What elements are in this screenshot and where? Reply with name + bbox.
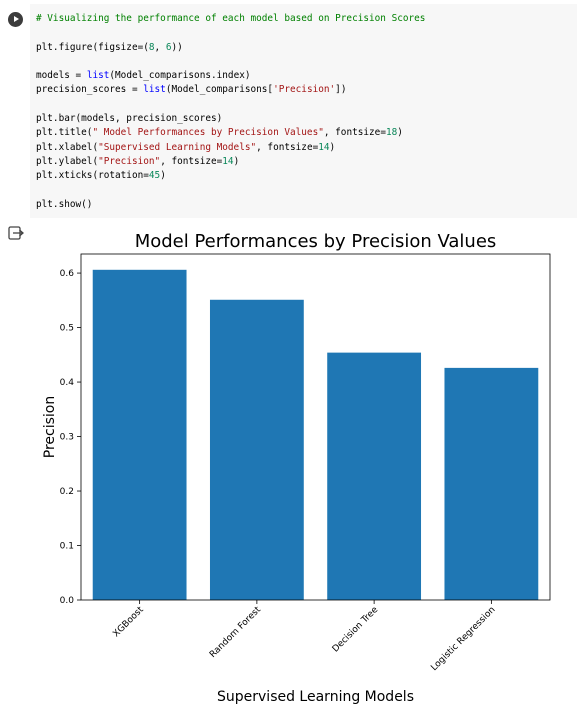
chart-output: Model Performances by Precision Values 0.… [42,231,551,705]
x-tick-label: XGBoost [111,605,146,640]
code-token: # Visualizing the performance of each mo… [36,13,426,24]
y-tick-label: 0.5 [60,324,74,334]
code-line: plt.figure(figsize=(8, 6)) [36,42,183,53]
bar-2 [209,299,304,600]
code-token: "Supervised Learning Models" [98,141,257,153]
code-token: , fontsize= [323,127,386,139]
bar-4 [444,367,539,600]
code-token: plt.ylabel( [36,155,99,167]
code-token: "Precision" [98,155,161,167]
code-token: 14 [222,155,234,167]
bar-1 [92,269,187,600]
code-token: ) [160,170,166,182]
code-token: plt.title( [36,127,93,139]
code-token: (Model_comparisons[ [165,84,274,96]
code-token: (Model_comparisons.index) [109,70,251,82]
axes-frame [80,253,551,601]
code-text[interactable]: # Visualizing the performance of each mo… [36,12,425,212]
y-tick-label: 0.1 [60,542,74,552]
code-line: models = list(Model_comparisons.index) [36,70,251,81]
output-icon[interactable] [8,226,24,240]
code-line: plt.xticks(rotation=45) [36,170,166,181]
code-line: plt.ylabel("Precision", fontsize=14) [36,156,239,167]
y-tick-label: 0.3 [60,433,74,443]
code-token: 45 [148,170,161,182]
code-token: 14 [318,141,330,153]
x-tick-label: Decision Tree [331,605,381,655]
code-line: # Visualizing the performance of each mo… [36,13,425,24]
code-token: , fontsize= [160,155,223,167]
code-token: plt.xticks(rotation= [36,170,149,182]
code-token: plt.show() [36,198,93,210]
chart-title: Model Performances by Precision Values [135,231,497,252]
code-cell[interactable]: # Visualizing the performance of each mo… [0,0,577,240]
code-token: 18 [385,127,398,139]
y-axis-title: Precision [42,396,58,458]
y-tick-label: 0.6 [60,269,75,279]
x-axis-title: Supervised Learning Models [217,689,414,705]
code-token: 6 [165,41,172,53]
code-token: ]) [335,84,347,96]
x-tick-label: Random Forest [208,605,263,660]
code-token: 8 [148,41,155,53]
code-line: plt.show() [36,199,92,210]
code-token: list [86,70,110,82]
y-tick-label: 0.0 [60,596,75,606]
code-token: plt.xlabel( [36,141,99,153]
code-token: , [154,41,166,53]
code-token: ) [397,127,403,139]
code-token: list [143,84,166,96]
code-token: ) [233,155,240,167]
run-cell-button[interactable] [8,12,23,27]
code-token: precision_scores = [36,84,144,96]
cell-gutter [0,0,30,718]
code-token: models = [36,70,87,82]
y-tick-label: 0.4 [60,378,75,388]
code-token: 'Precision' [273,84,336,96]
code-line: plt.xlabel("Supervised Learning Models",… [36,142,335,153]
x-tick-label: Logistic Regression [429,605,497,673]
y-tick-label: 0.2 [60,487,74,497]
code-token: , fontsize= [256,141,319,153]
bar-3 [327,352,422,600]
code-token: plt.bar(models, precision_scores) [36,113,223,125]
code-token: plt.figure(figsize=( [36,41,149,53]
code-line: plt.bar(models, precision_scores) [36,113,222,124]
code-token: )) [171,41,183,53]
code-line: precision_scores = list(Model_comparison… [36,84,346,95]
code-token: " Model Performances by Precision Values… [92,127,324,139]
code-line: plt.title(" Model Performances by Precis… [36,127,403,138]
code-editor[interactable]: # Visualizing the performance of each mo… [30,4,577,218]
code-token: ) [329,141,336,153]
